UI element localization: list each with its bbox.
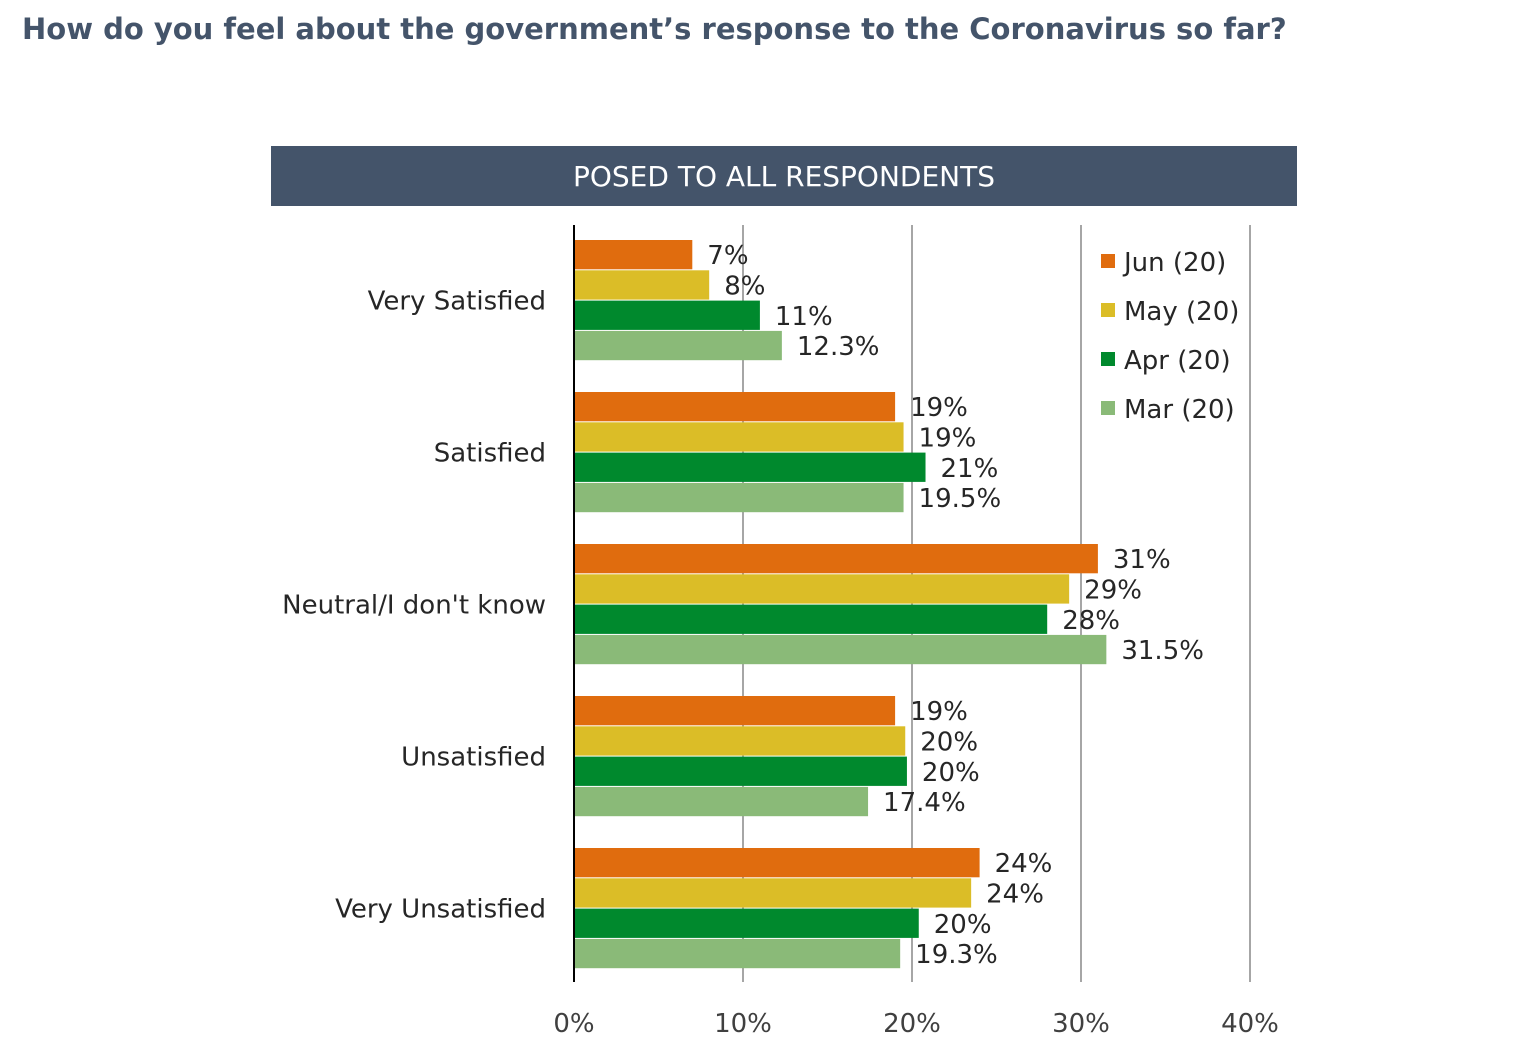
legend-swatch [1101,352,1115,366]
bar [574,756,907,786]
data-label: 28% [1062,606,1120,636]
data-label: 19% [910,697,968,727]
data-label: 24% [995,849,1053,879]
category-label: Very Unsatisfied [335,895,546,925]
x-tick-label: 40% [1221,1009,1279,1039]
bar [574,544,1098,574]
legend-label: May (20) [1124,297,1239,327]
legend-label: Jun (20) [1122,248,1226,278]
bar [574,938,901,969]
data-label: 21% [941,454,999,484]
category-label: Very Satisfied [368,287,546,317]
bar [574,604,1048,634]
data-label: 11% [775,302,833,332]
bar [574,240,693,270]
legend-label: Apr (20) [1124,346,1231,376]
bar [574,848,980,878]
data-label: 29% [1084,575,1142,605]
category-labels: Very Satisfied Satisfied Neutral/I don't k… [282,287,546,925]
data-label: 8% [724,271,765,301]
data-label: 31.5% [1121,636,1204,666]
data-label: 19.5% [919,484,1002,514]
legend-swatch [1101,401,1115,415]
x-tick-label: 0% [553,1009,594,1039]
subtitle-banner: POSED TO ALL RESPONDENTS [271,146,1297,206]
bar [574,696,896,726]
data-label: 19% [919,423,977,453]
category-label: Satisfied [434,439,546,469]
bar [574,392,896,422]
bar [574,634,1107,665]
data-label: 24% [986,879,1044,909]
banner-text: POSED TO ALL RESPONDENTS [572,159,995,193]
bar [574,330,782,361]
bar [574,574,1070,604]
legend: Jun (20) May (20) Apr (20) Mar (20) [1101,248,1239,425]
category-label: Unsatisfied [401,743,546,773]
data-label: 20% [922,758,980,788]
bar [574,726,906,756]
data-label: 12.3% [797,332,880,362]
legend-label: Mar (20) [1124,395,1235,425]
bar [574,786,869,817]
bar [574,270,710,300]
bar [574,422,904,452]
data-label: 20% [920,727,978,757]
data-label: 31% [1113,545,1171,575]
x-tick-label: 20% [883,1009,941,1039]
data-label: 17.4% [883,788,966,818]
bars [574,240,1107,969]
x-tick-label: 10% [714,1009,772,1039]
data-label: 19.3% [915,940,998,970]
category-label: Neutral/I don't know [282,591,546,621]
bar [574,878,972,908]
tick-labels: 0% 10% 20% 30% 40% [553,1009,1279,1039]
data-label: 20% [934,910,992,940]
data-label: 7% [707,241,748,271]
bar [574,482,904,513]
legend-swatch [1101,254,1115,268]
x-tick-label: 30% [1052,1009,1110,1039]
bar [574,452,926,482]
page-title: How do you feel about the government’s r… [22,12,1287,46]
bar [574,908,919,938]
value-labels: 7%8%11%12.3%19%19%21%19.5%31%29%28%31.5%… [707,241,1204,970]
legend-swatch [1101,303,1115,317]
data-label: 19% [910,393,968,423]
bar [574,300,760,330]
